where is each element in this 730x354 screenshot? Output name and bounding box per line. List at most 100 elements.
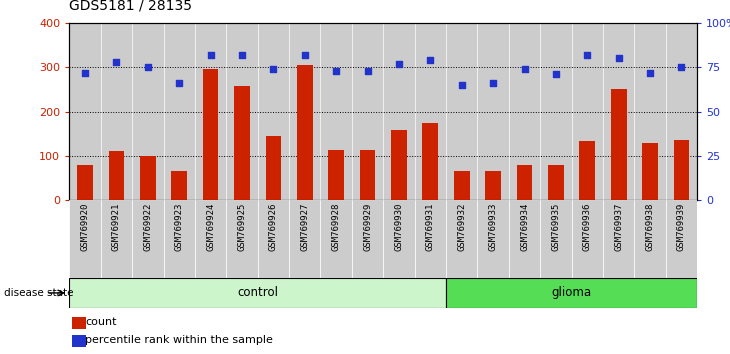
Bar	[634, 200, 666, 278]
Bar	[109, 152, 124, 200]
Bar	[140, 156, 155, 200]
Bar	[572, 23, 603, 200]
Text: GSM769938: GSM769938	[645, 202, 655, 251]
Bar	[477, 200, 509, 278]
Bar	[320, 200, 352, 278]
Text: glioma: glioma	[552, 286, 591, 299]
Text: GSM769925: GSM769925	[237, 202, 247, 251]
Text: GSM769927: GSM769927	[300, 202, 310, 251]
Bar	[266, 136, 281, 200]
Bar	[132, 200, 164, 278]
Bar	[69, 200, 101, 278]
Text: control: control	[237, 286, 278, 299]
Bar	[132, 23, 164, 200]
Text: GSM769936: GSM769936	[583, 202, 592, 251]
Bar	[634, 23, 666, 200]
Point	[456, 82, 468, 88]
Text: GSM769930: GSM769930	[394, 202, 404, 251]
Point	[425, 57, 437, 63]
Point	[361, 68, 373, 74]
Text: GSM769929: GSM769929	[363, 202, 372, 251]
Bar	[391, 130, 407, 200]
Text: GSM769931: GSM769931	[426, 202, 435, 251]
Point	[142, 64, 153, 70]
Bar	[328, 150, 344, 200]
Bar	[258, 200, 289, 278]
Bar	[72, 335, 85, 347]
Bar	[172, 171, 187, 200]
Text: GSM769933: GSM769933	[488, 202, 498, 251]
Bar	[69, 23, 101, 200]
Bar	[540, 23, 572, 200]
Bar	[423, 122, 438, 200]
Text: GSM769934: GSM769934	[520, 202, 529, 251]
Text: GSM769937: GSM769937	[614, 202, 623, 251]
Text: count: count	[85, 318, 117, 327]
Bar	[360, 150, 375, 200]
Point	[110, 59, 122, 65]
Point	[79, 70, 91, 75]
Bar	[383, 23, 415, 200]
Text: GSM769939: GSM769939	[677, 202, 686, 251]
Bar	[101, 200, 132, 278]
Bar	[642, 143, 658, 200]
Bar	[477, 23, 509, 200]
Point	[581, 52, 593, 58]
Text: disease state: disease state	[4, 288, 73, 298]
Text: GSM769926: GSM769926	[269, 202, 278, 251]
Bar	[297, 65, 312, 200]
Bar	[383, 200, 415, 278]
Bar	[666, 23, 697, 200]
Bar	[101, 23, 132, 200]
Bar	[226, 23, 258, 200]
Bar	[352, 23, 383, 200]
Text: GSM769923: GSM769923	[174, 202, 184, 251]
Bar	[258, 23, 289, 200]
Point	[173, 80, 185, 86]
Bar	[509, 23, 540, 200]
Bar	[164, 200, 195, 278]
Bar	[352, 200, 383, 278]
Bar	[164, 23, 195, 200]
Text: GSM769924: GSM769924	[206, 202, 215, 251]
Bar	[69, 278, 446, 308]
Point	[675, 64, 687, 70]
Bar	[72, 317, 85, 329]
Text: GDS5181 / 28135: GDS5181 / 28135	[69, 0, 192, 12]
Bar	[446, 278, 697, 308]
Text: GSM769932: GSM769932	[457, 202, 466, 251]
Point	[204, 52, 216, 58]
Bar	[666, 200, 697, 278]
Bar	[548, 165, 564, 200]
Bar	[509, 200, 540, 278]
Text: GSM769921: GSM769921	[112, 202, 121, 251]
Bar	[485, 171, 501, 200]
Bar	[234, 86, 250, 200]
Bar	[77, 165, 93, 200]
Bar	[454, 171, 469, 200]
Point	[518, 66, 530, 72]
Bar	[446, 200, 477, 278]
Bar	[203, 69, 218, 200]
Bar	[580, 141, 595, 200]
Point	[267, 66, 279, 72]
Bar	[320, 23, 352, 200]
Text: GSM769920: GSM769920	[80, 202, 90, 251]
Point	[612, 56, 624, 61]
Bar	[195, 200, 226, 278]
Bar	[611, 89, 626, 200]
Text: GSM769922: GSM769922	[143, 202, 153, 251]
Bar	[517, 165, 532, 200]
Point	[550, 72, 562, 77]
Text: GSM769928: GSM769928	[331, 202, 341, 251]
Point	[330, 68, 342, 74]
Bar	[674, 140, 689, 200]
Point	[488, 80, 499, 86]
Bar	[195, 23, 226, 200]
Bar	[289, 200, 320, 278]
Point	[644, 70, 656, 75]
Point	[299, 52, 311, 58]
Bar	[603, 23, 634, 200]
Bar	[603, 200, 634, 278]
Text: GSM769935: GSM769935	[551, 202, 561, 251]
